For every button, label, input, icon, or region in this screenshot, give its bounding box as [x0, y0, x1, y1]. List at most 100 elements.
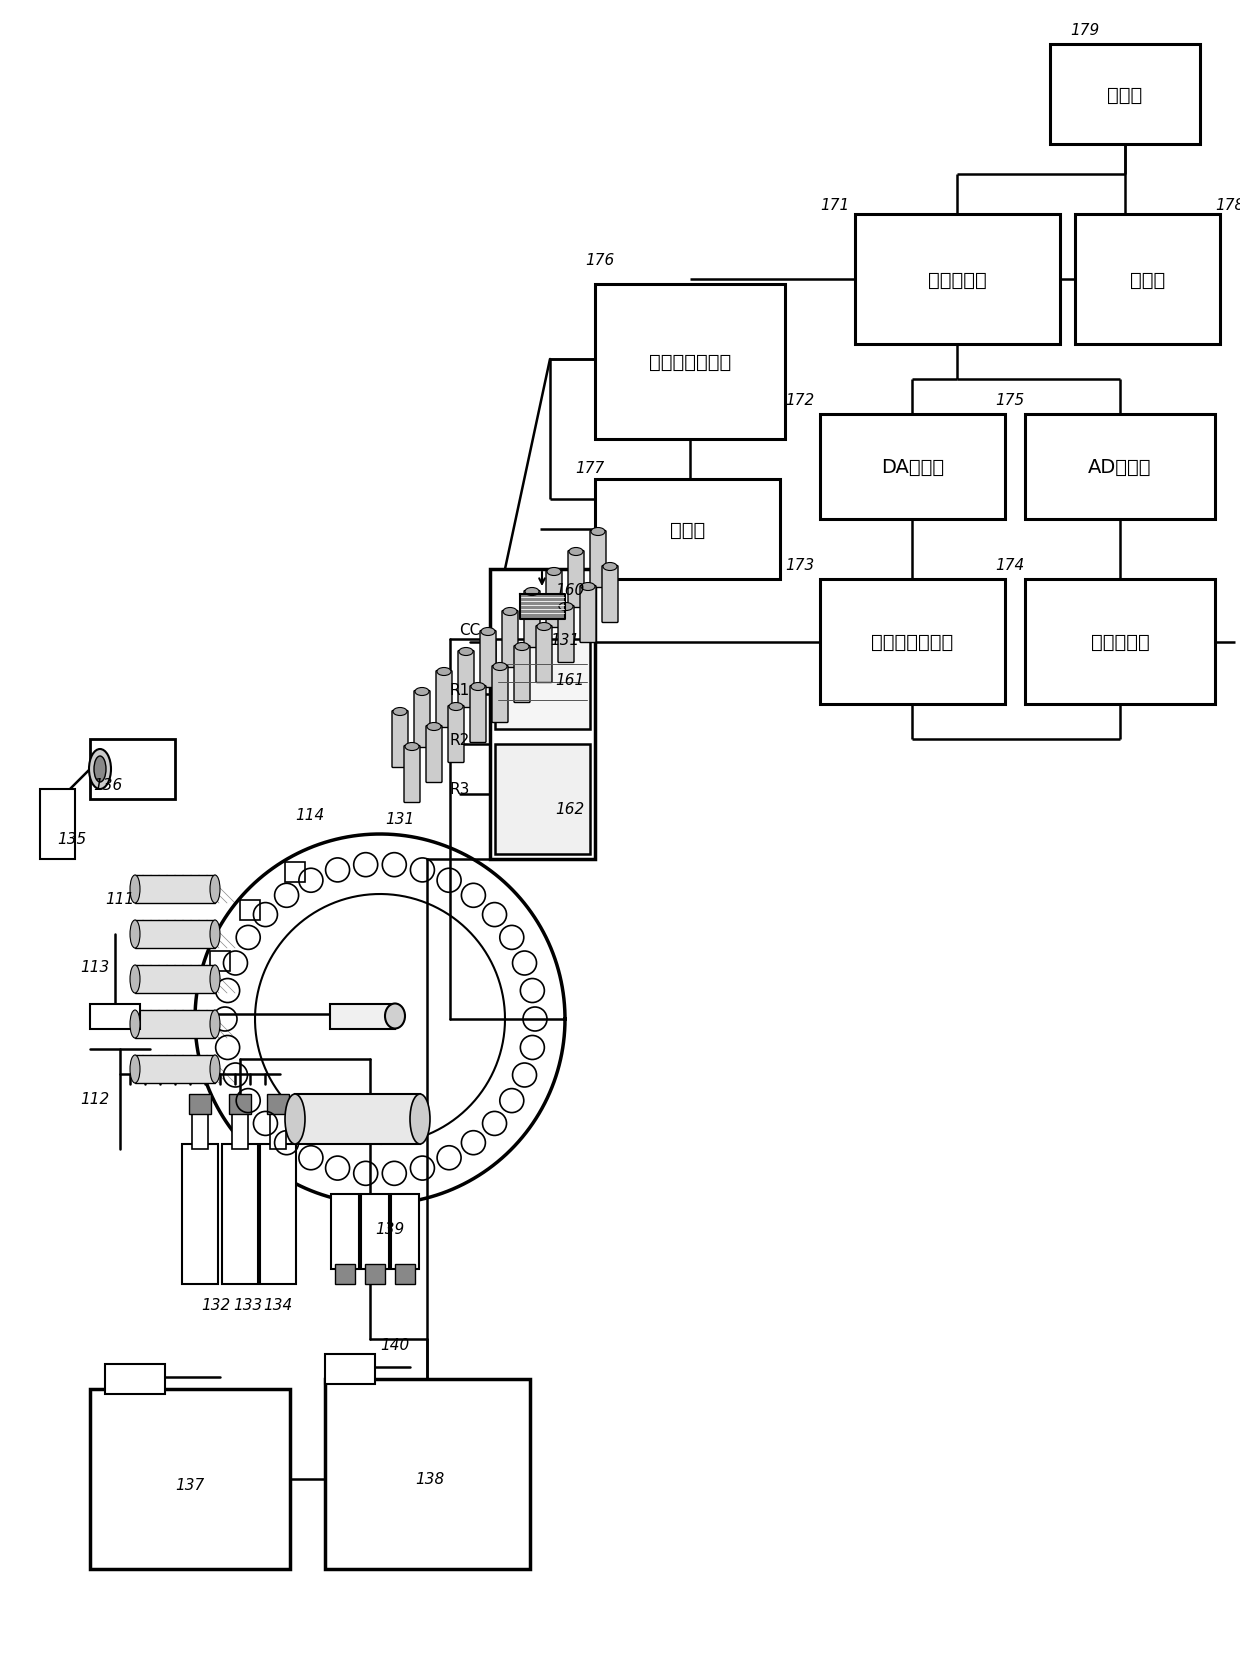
Bar	[295, 1094, 420, 1144]
Text: R3: R3	[450, 781, 470, 796]
Bar	[490, 570, 595, 860]
FancyBboxPatch shape	[536, 626, 552, 683]
Ellipse shape	[459, 647, 472, 656]
Ellipse shape	[481, 627, 495, 636]
Text: 137: 137	[175, 1477, 205, 1492]
Ellipse shape	[427, 723, 441, 731]
Text: 160: 160	[556, 582, 584, 597]
Bar	[1025, 415, 1215, 520]
Bar	[396, 1265, 415, 1285]
Bar	[91, 1389, 290, 1569]
Bar	[135, 920, 215, 949]
Text: 131: 131	[386, 811, 414, 826]
Text: 131: 131	[551, 632, 579, 647]
Circle shape	[257, 897, 503, 1143]
Bar	[856, 214, 1060, 345]
Bar	[135, 875, 215, 903]
Ellipse shape	[405, 743, 419, 751]
Text: 主控制装置: 主控制装置	[928, 271, 987, 289]
Ellipse shape	[591, 529, 605, 535]
Bar	[1075, 214, 1220, 345]
Ellipse shape	[537, 622, 551, 631]
Text: R2: R2	[450, 733, 470, 748]
Ellipse shape	[515, 642, 529, 651]
Text: 计数变换器: 计数变换器	[1091, 632, 1149, 651]
Ellipse shape	[471, 683, 485, 691]
Ellipse shape	[210, 965, 219, 994]
FancyBboxPatch shape	[515, 646, 529, 703]
Text: 136: 136	[93, 776, 123, 791]
FancyBboxPatch shape	[436, 671, 453, 728]
Ellipse shape	[384, 1004, 405, 1029]
Text: AD变换器: AD变换器	[1089, 458, 1152, 477]
FancyBboxPatch shape	[448, 706, 464, 763]
Bar	[229, 1094, 250, 1114]
Bar	[192, 1109, 208, 1149]
FancyBboxPatch shape	[492, 666, 508, 723]
Text: 140: 140	[381, 1337, 409, 1352]
Bar	[325, 1353, 374, 1384]
Ellipse shape	[210, 875, 219, 903]
Bar	[495, 744, 590, 855]
Text: DA变换器: DA变换器	[880, 458, 944, 477]
Ellipse shape	[393, 708, 407, 716]
Text: 存储部: 存储部	[1130, 271, 1166, 289]
Ellipse shape	[559, 604, 573, 611]
Text: 显示路: 显示路	[1107, 85, 1142, 104]
Ellipse shape	[415, 688, 429, 696]
FancyBboxPatch shape	[414, 691, 430, 748]
Bar	[267, 1094, 289, 1114]
Bar	[595, 480, 780, 579]
Ellipse shape	[89, 750, 112, 790]
Text: 174: 174	[996, 557, 1024, 572]
Ellipse shape	[494, 663, 507, 671]
Polygon shape	[520, 594, 565, 619]
Ellipse shape	[210, 920, 219, 949]
Bar	[335, 1265, 355, 1285]
Text: 132: 132	[201, 1297, 231, 1312]
Ellipse shape	[130, 965, 140, 994]
FancyBboxPatch shape	[458, 651, 474, 708]
Text: 178: 178	[1215, 197, 1240, 212]
Ellipse shape	[130, 920, 140, 949]
Text: 171: 171	[821, 197, 849, 212]
Bar	[222, 1144, 258, 1285]
Text: 179: 179	[1070, 22, 1100, 37]
Bar	[820, 579, 1004, 704]
Ellipse shape	[130, 1056, 140, 1084]
Bar	[91, 739, 175, 800]
Text: 114: 114	[295, 806, 325, 821]
Text: 161: 161	[556, 673, 584, 688]
Bar	[188, 1094, 211, 1114]
Text: 134: 134	[263, 1297, 293, 1312]
FancyBboxPatch shape	[480, 631, 496, 688]
Bar	[285, 862, 305, 882]
FancyBboxPatch shape	[502, 611, 518, 668]
Bar	[211, 952, 231, 972]
Bar	[260, 1144, 296, 1285]
Bar	[40, 790, 74, 860]
FancyBboxPatch shape	[558, 606, 574, 663]
Bar	[331, 1195, 360, 1270]
FancyBboxPatch shape	[525, 591, 539, 647]
FancyBboxPatch shape	[601, 565, 618, 622]
FancyBboxPatch shape	[580, 586, 596, 642]
Bar	[1025, 579, 1215, 704]
Ellipse shape	[94, 756, 105, 783]
Ellipse shape	[525, 589, 539, 596]
FancyBboxPatch shape	[427, 726, 441, 783]
Text: 173: 173	[785, 557, 815, 572]
Text: 139: 139	[376, 1221, 404, 1236]
FancyBboxPatch shape	[546, 570, 562, 627]
Bar	[270, 1109, 286, 1149]
Ellipse shape	[210, 1056, 219, 1084]
Text: 高电压产生装置: 高电压产生装置	[872, 632, 954, 651]
Text: 177: 177	[575, 460, 605, 475]
Text: 138: 138	[415, 1472, 445, 1487]
Text: 162: 162	[556, 801, 584, 816]
Text: 175: 175	[996, 391, 1024, 407]
Text: CC: CC	[459, 622, 481, 637]
Ellipse shape	[210, 1010, 219, 1039]
Ellipse shape	[547, 569, 560, 576]
Bar	[1050, 45, 1200, 146]
